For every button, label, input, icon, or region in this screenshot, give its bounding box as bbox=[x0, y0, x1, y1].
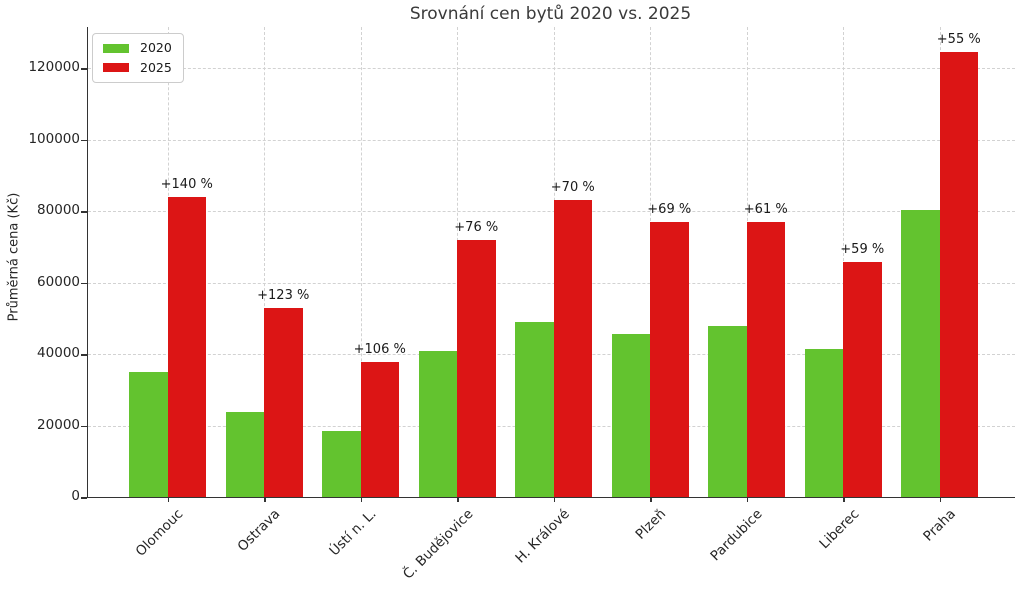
bar-2025-praha bbox=[939, 52, 978, 497]
bar-2025-plze- bbox=[650, 221, 689, 497]
x-tick-label: H. Králové bbox=[512, 506, 573, 567]
y-tick-mark bbox=[81, 282, 87, 285]
x-tick-mark bbox=[457, 497, 459, 502]
bar-2025-olomouc bbox=[167, 196, 206, 497]
h-gridline bbox=[88, 68, 1015, 70]
y-tick-mark bbox=[81, 68, 87, 70]
y-tick-mark bbox=[81, 139, 87, 142]
bar-2020-olomouc bbox=[129, 371, 168, 497]
x-tick-mark bbox=[746, 497, 748, 502]
x-tick-mark bbox=[167, 497, 169, 502]
y-tick-label: 60000 bbox=[37, 273, 80, 290]
h-gridline bbox=[88, 282, 1015, 284]
y-tick-label: 80000 bbox=[37, 202, 80, 219]
bar-2020-ostrava bbox=[225, 412, 264, 497]
y-tick-mark bbox=[81, 354, 87, 356]
x-tick-label: Praha bbox=[920, 506, 959, 545]
bar-2020-liberec bbox=[804, 349, 843, 497]
pct-label: +140 % bbox=[160, 176, 213, 192]
legend-item-2025: 2025 bbox=[103, 59, 172, 75]
pct-label: +70 % bbox=[550, 179, 595, 195]
x-tick-label: Ústí n. L. bbox=[326, 506, 380, 560]
bar-2025-liberec bbox=[843, 261, 882, 497]
x-tick-label: Pardubice bbox=[707, 506, 766, 565]
x-tick-mark bbox=[553, 497, 555, 502]
x-tick-mark bbox=[650, 497, 652, 502]
y-tick-label: 20000 bbox=[37, 416, 80, 433]
v-gridline bbox=[264, 27, 265, 497]
pct-label: +123 % bbox=[257, 287, 310, 303]
x-tick-mark bbox=[939, 497, 941, 502]
bar-2025-h-kr-lov- bbox=[553, 200, 592, 497]
h-gridline bbox=[88, 139, 1015, 141]
bar-2020-plze- bbox=[611, 334, 650, 497]
x-tick-label: Plzeň bbox=[632, 506, 670, 543]
x-tick-mark bbox=[264, 497, 266, 502]
bar-2020-pardubice bbox=[708, 326, 747, 497]
legend-swatch-2020-icon bbox=[103, 43, 129, 53]
bar-2020-h-kr-lov- bbox=[515, 322, 554, 497]
bar-2025--st-n-l- bbox=[360, 361, 399, 497]
legend-label-2020: 2020 bbox=[140, 40, 172, 55]
bar-2025-pardubice bbox=[746, 221, 785, 497]
bar-2025-ostrava bbox=[264, 307, 303, 497]
legend-item-2020: 2020 bbox=[103, 40, 172, 55]
y-tick-label: 120000 bbox=[28, 59, 80, 76]
y-tick-mark bbox=[81, 211, 87, 213]
y-tick-label: 40000 bbox=[37, 345, 80, 362]
y-tick-label: 0 bbox=[71, 488, 80, 504]
legend-label-2025: 2025 bbox=[140, 59, 172, 75]
y-tick-mark bbox=[81, 425, 87, 428]
bar-2020-praha bbox=[901, 210, 940, 497]
pct-label: +69 % bbox=[647, 201, 692, 217]
plot-area: +140 % Olomouc +123 % Ostrava +106 % Ústí n. … bbox=[87, 27, 1015, 583]
x-tick-mark bbox=[843, 497, 845, 502]
x-tick-label: Liberec bbox=[816, 506, 863, 553]
h-gridline bbox=[88, 211, 1015, 213]
legend: 2020 2025 bbox=[92, 33, 184, 83]
pct-label: +59 % bbox=[840, 241, 885, 257]
chart-title: Srovnání cen bytů 2020 vs. 2025 bbox=[409, 4, 692, 24]
pct-label: +76 % bbox=[454, 220, 499, 236]
pct-label: +61 % bbox=[743, 201, 788, 217]
x-tick-label: Olomouc bbox=[133, 506, 187, 560]
pct-label: +106 % bbox=[353, 341, 406, 357]
v-gridline bbox=[360, 27, 362, 497]
y-tick-mark bbox=[81, 497, 87, 499]
bar-2020--st-n-l- bbox=[322, 431, 361, 497]
x-tick-label: Ostrava bbox=[234, 506, 284, 555]
x-tick-mark bbox=[360, 497, 362, 502]
y-tick-label: 100000 bbox=[28, 130, 80, 147]
bar-2020--bud-jovice bbox=[418, 351, 457, 497]
x-tick-label: Č. Budějovice bbox=[399, 506, 477, 583]
bar-2025--bud-jovice bbox=[457, 240, 496, 497]
legend-swatch-2025-icon bbox=[103, 63, 129, 73]
pct-label: +55 % bbox=[936, 32, 981, 48]
